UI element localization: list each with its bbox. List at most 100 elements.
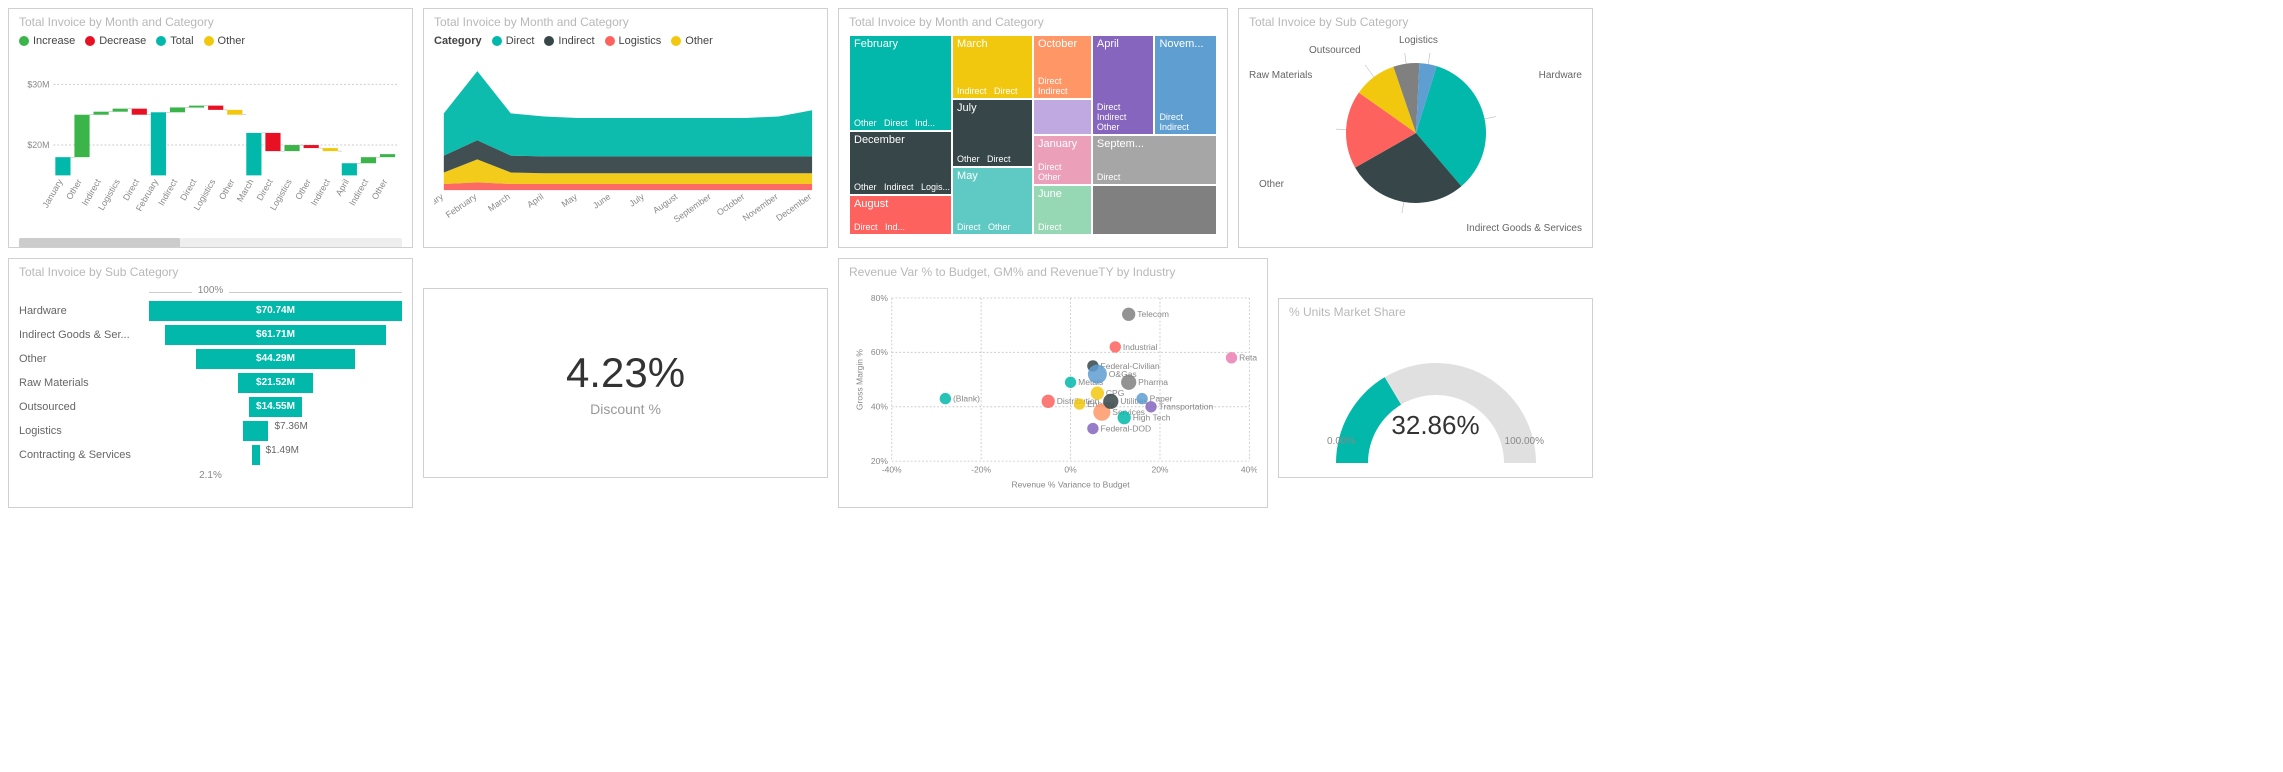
legend-item[interactable]: Direct — [492, 35, 535, 47]
legend-item[interactable]: Total — [156, 35, 193, 47]
funnel-row[interactable]: Hardware$70.74M — [19, 300, 402, 322]
svg-text:August: August — [651, 191, 680, 215]
waterfall-title: Total Invoice by Month and Category — [19, 15, 402, 29]
funnel-row-label: Logistics — [19, 425, 149, 437]
svg-text:January: January — [40, 177, 65, 210]
funnel-row-label: Raw Materials — [19, 377, 149, 389]
funnel-row-label: Other — [19, 353, 149, 365]
svg-text:40%: 40% — [871, 402, 888, 412]
funnel-top-pct: 100% — [192, 285, 230, 296]
gauge-chart[interactable]: 32.86% 0.00% 100.00% — [1289, 325, 1582, 478]
svg-text:March: March — [235, 177, 256, 203]
svg-text:December: December — [774, 191, 813, 223]
svg-text:Revenue % Variance to Budget: Revenue % Variance to Budget — [1011, 480, 1130, 490]
treemap-node[interactable] — [1033, 99, 1092, 135]
pie-slice-label: Indirect Goods & Services — [1466, 223, 1582, 234]
funnel-chart[interactable]: Hardware$70.74MIndirect Goods & Ser...$6… — [19, 300, 402, 466]
svg-text:Gross Margin %: Gross Margin % — [854, 349, 864, 410]
svg-text:January: January — [434, 191, 445, 218]
svg-text:June: June — [591, 191, 612, 210]
svg-text:20%: 20% — [1151, 465, 1168, 475]
legend-item[interactable]: Other — [204, 35, 246, 47]
treemap-node[interactable]: AprilDirect Indirect Other — [1092, 35, 1155, 135]
svg-text:Federal-DOD: Federal-DOD — [1101, 423, 1152, 433]
legend-item[interactable]: Other — [671, 35, 713, 47]
svg-text:May: May — [559, 191, 579, 209]
svg-text:20%: 20% — [871, 456, 888, 466]
treemap-node[interactable]: OctoberDirect Indirect — [1033, 35, 1092, 99]
svg-text:Industrial: Industrial — [1123, 342, 1158, 352]
gauge-title: % Units Market Share — [1289, 305, 1582, 319]
funnel-row[interactable]: Outsourced$14.55M — [19, 396, 402, 418]
svg-text:(Blank): (Blank) — [953, 393, 980, 403]
treemap-title: Total Invoice by Month and Category — [849, 15, 1217, 29]
pie-slice-label: Outsourced — [1309, 45, 1361, 56]
ribbon-card: Total Invoice by Month and Category Cate… — [423, 8, 828, 248]
waterfall-card: Total Invoice by Month and Category Incr… — [8, 8, 413, 248]
treemap-card: Total Invoice by Month and Category Febr… — [838, 8, 1228, 248]
svg-text:November: November — [741, 191, 780, 223]
svg-text:Other: Other — [293, 177, 313, 201]
treemap-node[interactable]: Septem...Direct — [1092, 135, 1217, 185]
kpi-label: Discount % — [590, 401, 661, 417]
funnel-row-label: Indirect Goods & Ser... — [19, 329, 149, 341]
funnel-row[interactable]: Logistics$7.36M — [19, 420, 402, 442]
funnel-bottom-pct: 2.1% — [199, 470, 222, 481]
funnel-row[interactable]: Other$44.29M — [19, 348, 402, 370]
funnel-row[interactable]: Contracting & Services$1.49M — [19, 444, 402, 466]
funnel-card: Total Invoice by Sub Category 100% Hardw… — [8, 258, 413, 508]
svg-text:April: April — [525, 191, 545, 209]
treemap-node[interactable]: AugustDirect Ind... — [849, 195, 952, 235]
treemap-node[interactable]: Novem...Direct Indirect — [1154, 35, 1217, 135]
ribbon-title: Total Invoice by Month and Category — [434, 15, 817, 29]
svg-text:April: April — [334, 177, 352, 197]
waterfall-legend: Increase Decrease Total Other — [19, 35, 402, 47]
treemap-node[interactable]: JuneDirect — [1033, 185, 1092, 235]
pie-slice-label: Logistics — [1399, 35, 1438, 46]
svg-text:Indirect: Indirect — [156, 177, 179, 208]
treemap-node[interactable]: DecemberOther Indirect Logis... — [849, 131, 952, 195]
svg-text:-40%: -40% — [882, 465, 902, 475]
treemap-node[interactable]: FebruaryOther Direct Ind... — [849, 35, 952, 131]
treemap-node[interactable] — [1092, 185, 1217, 235]
legend-item[interactable]: Increase — [19, 35, 75, 47]
scatter-title: Revenue Var % to Budget, GM% and Revenue… — [849, 265, 1257, 279]
svg-text:July: July — [627, 191, 646, 209]
waterfall-scrollbar[interactable] — [19, 238, 402, 248]
pie-slice-label: Other — [1259, 179, 1284, 190]
svg-text:Indirect: Indirect — [347, 177, 370, 208]
pie-slice-label: Raw Materials — [1249, 70, 1312, 81]
svg-text:Telecom: Telecom — [1137, 309, 1169, 319]
pie-card: Total Invoice by Sub Category HardwareIn… — [1238, 8, 1593, 248]
svg-text:Other: Other — [64, 177, 84, 201]
svg-text:-20%: -20% — [971, 465, 991, 475]
funnel-row[interactable]: Indirect Goods & Ser...$61.71M — [19, 324, 402, 346]
treemap-node[interactable]: JulyOther Direct — [952, 99, 1033, 167]
svg-text:$20M: $20M — [27, 140, 49, 150]
treemap-node[interactable]: MayDirect Other — [952, 167, 1033, 235]
pie-title: Total Invoice by Sub Category — [1249, 15, 1582, 29]
gauge-card: % Units Market Share 32.86% 0.00% 100.00… — [1278, 298, 1593, 478]
pie-chart[interactable]: HardwareIndirect Goods & ServicesOtherRa… — [1249, 35, 1582, 230]
treemap-node[interactable]: MarchIndirect Direct — [952, 35, 1033, 99]
svg-text:Other: Other — [370, 177, 390, 201]
svg-text:40%: 40% — [1241, 465, 1257, 475]
svg-text:High Tech: High Tech — [1133, 412, 1171, 422]
funnel-row-label: Outsourced — [19, 401, 149, 413]
svg-text:Other: Other — [217, 177, 237, 201]
waterfall-chart[interactable]: $30M$20MJanuaryOtherIndirectLogisticsDir… — [19, 51, 402, 231]
scatter-chart[interactable]: -40%-20%0%20%40%20%40%60%80%Revenue % Va… — [849, 285, 1257, 495]
legend-item[interactable]: Indirect — [544, 35, 594, 47]
gauge-min: 0.00% — [1327, 436, 1355, 447]
svg-text:80%: 80% — [871, 293, 888, 303]
svg-text:March: March — [486, 191, 512, 213]
svg-text:Indirect: Indirect — [309, 177, 332, 208]
legend-item[interactable]: Decrease — [85, 35, 146, 47]
ribbon-chart[interactable]: JanuaryFebruaryMarchAprilMayJuneJulyAugu… — [434, 51, 817, 231]
treemap-node[interactable]: JanuaryDirect Other — [1033, 135, 1092, 185]
funnel-row[interactable]: Raw Materials$21.52M — [19, 372, 402, 394]
legend-item[interactable]: Logistics — [605, 35, 662, 47]
kpi-card: 4.23% Discount % — [423, 288, 828, 478]
treemap-chart[interactable]: FebruaryOther Direct Ind...DecemberOther… — [849, 35, 1217, 235]
svg-text:Retail: Retail — [1239, 353, 1257, 363]
